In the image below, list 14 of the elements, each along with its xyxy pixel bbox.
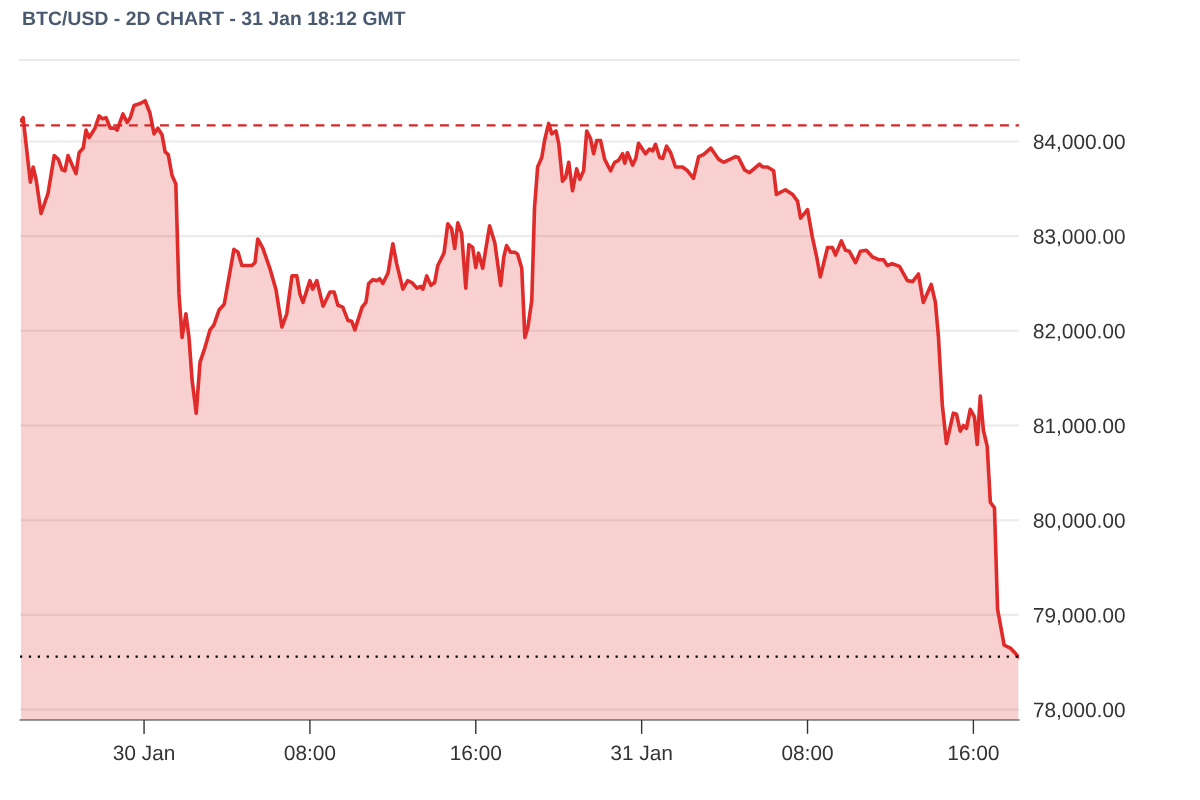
x-tick-label: 16:00 — [948, 745, 999, 761]
x-tick-label: 08:00 — [782, 745, 833, 761]
x-tick-label: 08:00 — [284, 745, 336, 761]
y-tick-label: 80,000.00 — [1033, 513, 1125, 531]
chart-title: BTC/USD - 2D CHART - 31 Jan 18:12 GMT — [23, 10, 406, 26]
y-tick-label: 79,000.00 — [1033, 607, 1125, 626]
y-tick-label: 81,000.00 — [1033, 418, 1125, 436]
y-tick-label: 84,000.00 — [1033, 134, 1125, 152]
y-tick-label: 82,000.00 — [1033, 323, 1125, 342]
y-tick-label: 78,000.00 — [1033, 702, 1125, 720]
x-tick-label: 16:00 — [451, 745, 502, 761]
y-tick-label: 83,000.00 — [1033, 229, 1125, 247]
x-tick-label: 31 Jan — [611, 745, 672, 761]
x-tick-label: 30 Jan — [113, 745, 174, 761]
